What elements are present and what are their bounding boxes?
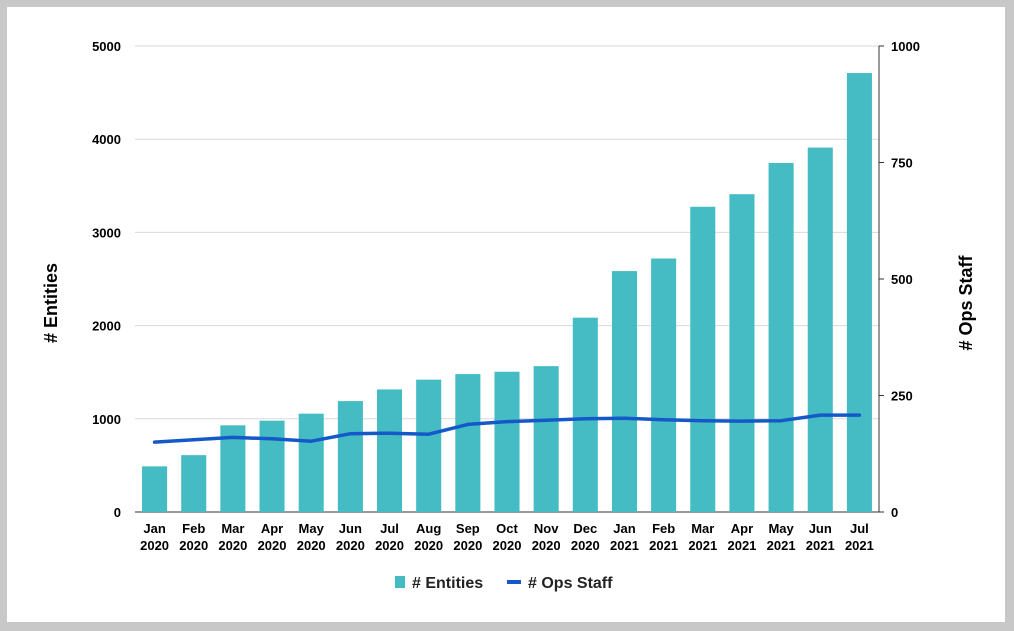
x-axis-tick-label: Mar 2020 bbox=[218, 521, 247, 553]
x-axis-tick-label: Mar 2021 bbox=[688, 521, 717, 553]
bar-entities bbox=[376, 389, 403, 512]
right-axis-title: # Ops Staff bbox=[956, 254, 976, 350]
legend-label-entities: # Entities bbox=[412, 575, 483, 592]
x-axis: Jan 2020 Feb 2020 Mar 2020 Apr 2020 May 2020 Jun 20… bbox=[140, 521, 874, 553]
x-axis-tick-label: Feb 2020 bbox=[179, 521, 208, 553]
bar-entities bbox=[768, 162, 794, 512]
combo-chart: 0 1000 2000 3000 4000 5000 0 250 500 750 1000 Jan… bbox=[41, 39, 976, 592]
bar-entities bbox=[572, 317, 598, 512]
legend-swatch-entities bbox=[395, 576, 405, 588]
line-series-ops-staff bbox=[152, 413, 862, 444]
x-axis-tick-label: Sep 2020 bbox=[453, 521, 482, 553]
bar-entities bbox=[298, 413, 324, 512]
bar-entities bbox=[611, 271, 638, 512]
left-axis-tick-label: 3000 bbox=[92, 225, 121, 240]
left-axis: 0 1000 2000 3000 4000 5000 bbox=[92, 39, 121, 520]
x-axis-tick-label: Aug 2020 bbox=[414, 521, 443, 553]
left-axis-tick-label: 5000 bbox=[92, 39, 121, 54]
x-axis-tick-label: May 2020 bbox=[297, 521, 326, 553]
right-axis-tick-label: 500 bbox=[891, 272, 913, 287]
x-axis-tick-label: Jul 2021 bbox=[845, 521, 874, 553]
x-axis-tick-label: Apr 2020 bbox=[258, 521, 287, 553]
bar-entities bbox=[846, 73, 872, 512]
chart-frame: 0 1000 2000 3000 4000 5000 0 250 500 750 1000 Jan… bbox=[7, 7, 1005, 622]
bar-entities bbox=[259, 420, 285, 512]
bar-entities bbox=[455, 374, 481, 512]
x-axis-tick-label: Feb 2021 bbox=[649, 521, 678, 553]
right-axis-tick-label: 1000 bbox=[891, 39, 920, 54]
bar-entities bbox=[690, 206, 716, 512]
left-axis-tick-label: 2000 bbox=[92, 319, 121, 334]
x-axis-tick-label: Dec 2020 bbox=[571, 521, 600, 553]
x-axis-tick-label: Jun 2021 bbox=[806, 521, 835, 553]
bar-entities bbox=[337, 401, 363, 512]
gridlines bbox=[135, 45, 879, 513]
right-axis-tick-label: 0 bbox=[891, 505, 898, 520]
bar-entities bbox=[651, 258, 677, 512]
legend-label-ops-staff: # Ops Staff bbox=[528, 575, 613, 592]
bar-entities bbox=[220, 425, 246, 512]
bar-entities bbox=[807, 147, 833, 512]
x-axis-tick-label: Oct 2020 bbox=[493, 521, 522, 553]
right-axis-tick-label: 750 bbox=[891, 156, 913, 171]
x-axis-tick-label: May 2021 bbox=[767, 521, 796, 553]
left-axis-tick-label: 4000 bbox=[92, 132, 121, 147]
legend: # Entities # Ops Staff bbox=[395, 575, 613, 592]
x-axis-tick-label: Apr 2021 bbox=[727, 521, 756, 553]
line-ops-staff bbox=[152, 413, 862, 444]
bar-series-entities bbox=[142, 73, 872, 513]
left-axis-title: # Entities bbox=[41, 263, 61, 343]
x-axis-tick-label: Jun 2020 bbox=[336, 521, 365, 553]
x-axis-tick-label: Jul 2020 bbox=[375, 521, 404, 553]
x-axis-tick-label: Nov 2020 bbox=[532, 521, 561, 553]
left-axis-tick-label: 1000 bbox=[92, 412, 121, 427]
x-axis-tick-label: Jan 2020 bbox=[140, 521, 169, 553]
x-axis-tick-label: Jan 2021 bbox=[610, 521, 639, 553]
bar-entities bbox=[181, 455, 207, 512]
bar-entities bbox=[494, 371, 520, 512]
right-axis: 0 250 500 750 1000 bbox=[878, 39, 920, 520]
right-axis-tick-label: 250 bbox=[891, 389, 913, 404]
bar-entities bbox=[729, 194, 755, 513]
bar-entities bbox=[142, 466, 168, 512]
bar-entities bbox=[533, 366, 559, 512]
left-axis-tick-label: 0 bbox=[114, 505, 121, 520]
bar-entities bbox=[416, 379, 442, 512]
